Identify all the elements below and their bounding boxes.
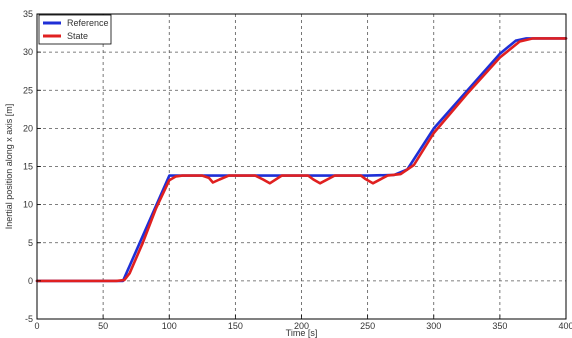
legend: Reference State <box>38 14 112 45</box>
legend-box <box>38 14 112 45</box>
x-tick-label: 0 <box>34 321 39 331</box>
y-tick-label: 20 <box>23 123 33 133</box>
y-axis-label: Inertial position along x axis [m] <box>4 104 14 230</box>
series-group <box>35 37 568 283</box>
legend-label-state: State <box>67 31 88 41</box>
x-tick-label: 400 <box>558 321 572 331</box>
y-tick-label: 5 <box>28 238 33 248</box>
legend-label-reference: Reference <box>67 18 109 28</box>
y-tick-label: -5 <box>25 314 33 324</box>
x-tick-label: 100 <box>162 321 177 331</box>
x-tick-label: 250 <box>360 321 375 331</box>
y-tick-label: 35 <box>23 9 33 19</box>
x-tick-label: 150 <box>228 321 243 331</box>
series-line-state <box>35 37 568 283</box>
y-tick-label: 25 <box>23 85 33 95</box>
y-tick-label: 0 <box>28 276 33 286</box>
x-tick-label: 50 <box>98 321 108 331</box>
y-tick-label: 10 <box>23 200 33 210</box>
x-tick-label: 200 <box>294 321 309 331</box>
y-tick-label: 15 <box>23 162 33 172</box>
x-tick-label: 350 <box>492 321 507 331</box>
x-axis-label: Time [s] <box>286 328 318 338</box>
grid <box>37 14 566 319</box>
y-tick-label: 30 <box>23 47 33 57</box>
x-tick-label: 300 <box>426 321 441 331</box>
